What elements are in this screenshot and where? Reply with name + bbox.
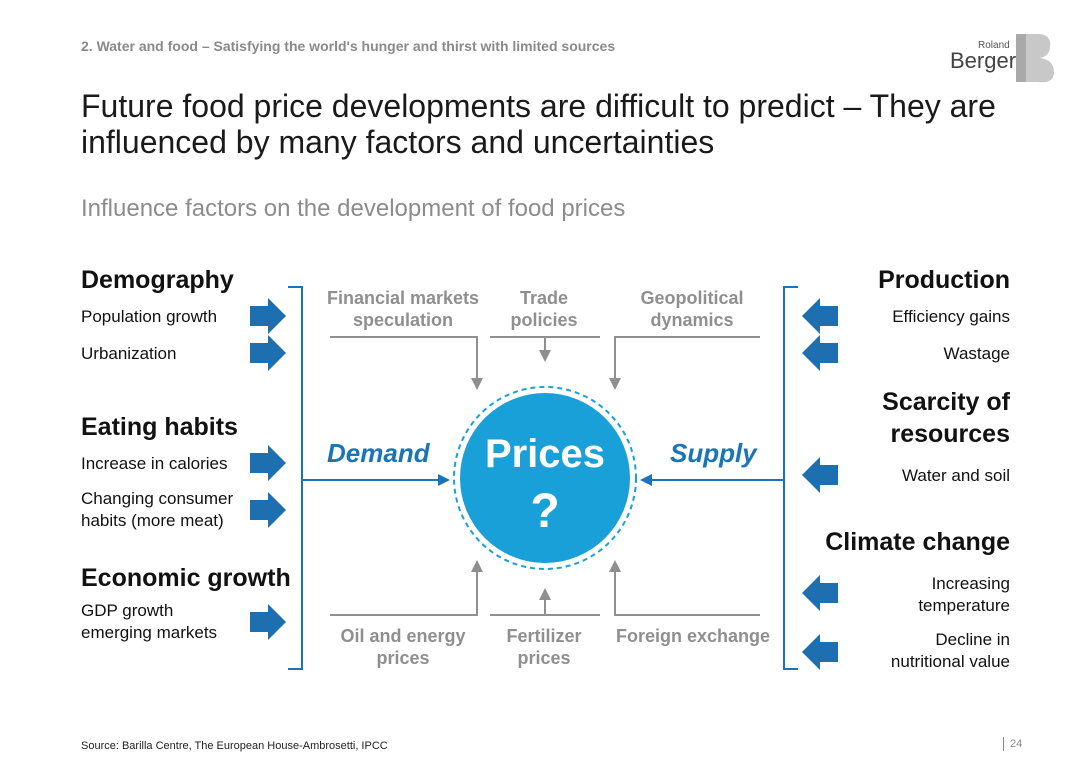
- foreign-exchange-connector: [614, 570, 760, 616]
- geopolitical-connector: [614, 336, 760, 380]
- logo-line2: Berger: [950, 48, 1017, 73]
- prices-circle-outline: [453, 386, 637, 570]
- trade-policies-label: Trade policies: [510, 288, 578, 330]
- increase-calories-label: Increase in calories: [81, 454, 228, 473]
- oil-energy-label: Oil and energy prices: [340, 626, 466, 668]
- scarcity-header: Scarcity of resources: [882, 388, 1010, 448]
- gdp-arrow-icon: [250, 604, 286, 640]
- geopolitical-dynamics-label: Geopolitical dynamics: [640, 288, 744, 330]
- oil-arrowhead: [471, 560, 483, 572]
- efficiency-arrow-icon: [802, 298, 838, 334]
- wastage-label: Wastage: [943, 344, 1010, 363]
- population-growth-label: Population growth: [81, 307, 218, 326]
- efficiency-gains-label: Efficiency gains: [892, 307, 1010, 326]
- consumer-habits-arrow-icon: [250, 492, 286, 528]
- gdp-growth-label: GDP growth emerging markets: [81, 601, 218, 642]
- supply-label: Supply: [670, 438, 757, 468]
- water-soil-arrow-icon: [802, 457, 838, 493]
- foreign-exchange-label: Foreign exchange: [615, 626, 771, 646]
- page-number: 24: [1010, 738, 1023, 750]
- demography-header: Demography: [81, 266, 234, 294]
- temperature-arrow-icon: [802, 575, 838, 611]
- fertilizer-label: Fertilizer prices: [506, 626, 582, 668]
- water-soil-label: Water and soil: [901, 466, 1010, 485]
- left-bracket: [288, 286, 303, 670]
- fertilizer-arrowhead: [539, 588, 551, 600]
- changing-habits-label: Changing consumer habits (more meat): [81, 489, 234, 530]
- urbanization-label: Urbanization: [81, 344, 177, 363]
- nutrition-arrow-icon: [802, 634, 838, 670]
- production-header: Production: [878, 266, 1010, 294]
- increasing-temperature-label: Increasing temperature: [918, 574, 1010, 615]
- section-label: 2. Water and food – Satisfying the world…: [81, 38, 616, 54]
- financial-arrowhead: [471, 378, 483, 390]
- climate-change-header: Climate change: [825, 528, 1010, 556]
- prices-circle: [460, 393, 630, 563]
- demand-arrowhead: [438, 474, 450, 486]
- page-subtitle: Influence factors on the development of …: [81, 195, 626, 222]
- calories-arrow-icon: [250, 445, 286, 481]
- financial-markets-label: Financial markets speculation: [326, 288, 480, 330]
- question-mark: ?: [530, 485, 560, 538]
- decline-nutritional-label: Decline in nutritional value: [890, 630, 1010, 671]
- wastage-arrow-icon: [802, 335, 838, 371]
- logo-line1: Roland: [978, 40, 1010, 51]
- oil-connector: [330, 570, 478, 616]
- source-footnote: Source: Barilla Centre, The European Hou…: [81, 740, 388, 752]
- footer-divider: [1003, 737, 1004, 751]
- supply-arrowhead: [640, 474, 652, 486]
- financial-connector: [330, 336, 478, 380]
- eating-habits-header: Eating habits: [81, 413, 238, 441]
- trade-arrowhead: [539, 350, 551, 362]
- geopolitical-arrowhead: [609, 378, 621, 390]
- urbanization-arrow-icon: [250, 335, 286, 371]
- right-bracket: [783, 286, 798, 670]
- economic-growth-header: Economic growth: [81, 564, 291, 592]
- prices-label: Prices: [484, 432, 606, 476]
- population-arrow-icon: [250, 298, 286, 334]
- page-title: Future food price developments are diffi…: [81, 88, 996, 160]
- foreign-exchange-arrowhead: [609, 560, 621, 572]
- logo-b-mark-icon: [1016, 34, 1054, 83]
- demand-label: Demand: [327, 438, 430, 468]
- roland-berger-logo: Roland Berger: [950, 32, 1060, 84]
